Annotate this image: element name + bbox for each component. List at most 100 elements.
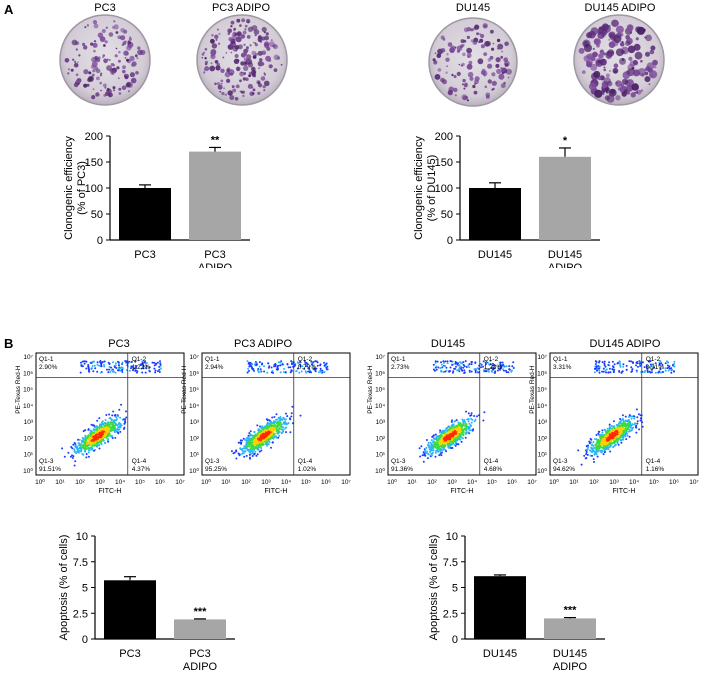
colony [96, 58, 101, 63]
quadrant-label: 3.31% [553, 364, 572, 371]
y-tick-label: 50 [441, 209, 453, 221]
colony [95, 92, 100, 97]
event-dot [592, 445, 595, 447]
colony [114, 54, 118, 58]
event-dot [593, 450, 596, 453]
event-dot [444, 444, 447, 447]
bar [174, 619, 226, 639]
event-dot [662, 371, 664, 373]
event-dot [117, 369, 119, 372]
event-dot [300, 370, 303, 373]
event-dot [454, 420, 457, 423]
colony [87, 77, 92, 83]
event-dot [598, 365, 601, 368]
event-dot [596, 455, 599, 458]
event-dot [608, 425, 611, 427]
x-axis-label: FITC-H [613, 488, 636, 495]
colony [137, 46, 141, 50]
colony [135, 71, 139, 75]
significance-mark: ** [211, 134, 220, 146]
event-dot [450, 421, 453, 423]
event-dot [599, 439, 602, 442]
event-dot [607, 371, 610, 374]
colony [115, 31, 119, 34]
colony [260, 76, 266, 81]
event-dot [253, 452, 256, 455]
event-dot [439, 445, 442, 448]
colony [226, 78, 231, 83]
colony [203, 51, 205, 54]
flow-plot-frame [35, 352, 185, 476]
event-dot [441, 439, 444, 442]
colony [221, 91, 225, 96]
event-dot [488, 363, 491, 366]
event-dot [121, 361, 124, 364]
event-dot [279, 416, 282, 418]
event-dot [109, 423, 112, 425]
colony [447, 42, 453, 47]
event-dot [283, 367, 285, 370]
event-dot [275, 422, 278, 425]
event-dot [267, 366, 270, 369]
colony [239, 24, 242, 27]
colony [454, 46, 457, 49]
event-dot [467, 364, 470, 367]
event-dot [154, 371, 157, 374]
quadrant-label: Q1-1 [39, 356, 54, 363]
event-dot [103, 363, 105, 366]
event-dot [451, 437, 454, 440]
quadrant-label: Q1-2 [646, 356, 661, 363]
event-dot [277, 361, 280, 364]
event-dot [116, 428, 118, 431]
colony [120, 28, 125, 33]
event-dot [274, 435, 277, 438]
colony [644, 36, 647, 39]
event-dot [637, 413, 640, 416]
y-tick-label: 10³ [376, 419, 386, 426]
event-dot [100, 426, 103, 429]
colony [234, 32, 238, 36]
event-dot [639, 365, 642, 367]
event-dot [470, 425, 472, 427]
colony [608, 52, 612, 57]
event-dot [454, 360, 457, 363]
event-dot [445, 450, 448, 453]
bar [189, 151, 241, 240]
colony [466, 47, 472, 54]
colony [621, 40, 624, 43]
event-dot [258, 438, 261, 441]
event-dot [296, 367, 299, 370]
colony [244, 24, 248, 28]
colony [467, 55, 470, 58]
event-dot [258, 428, 261, 431]
quadrant-label: Q1-3 [205, 458, 220, 465]
colony [485, 41, 491, 47]
colony [130, 63, 135, 67]
event-dot [264, 441, 267, 444]
event-dot [446, 434, 449, 437]
colony [67, 72, 70, 75]
event-dot [435, 368, 438, 371]
colony [586, 32, 593, 39]
event-dot [106, 424, 109, 427]
event-dot [631, 368, 634, 371]
y-tick-label: 10⁴ [23, 403, 33, 410]
colony [453, 75, 457, 78]
event-dot [618, 370, 621, 373]
colony [220, 82, 223, 85]
event-dot [635, 364, 638, 367]
colony [491, 47, 495, 51]
event-dot [159, 360, 161, 363]
colony [606, 83, 609, 86]
event-dot [282, 417, 285, 420]
event-dot [438, 431, 441, 434]
event-dot [480, 366, 483, 369]
event-dot [615, 427, 618, 430]
colony [495, 57, 501, 63]
event-dot [108, 433, 111, 436]
colony [112, 63, 116, 67]
event-dot [268, 365, 271, 368]
event-dot [242, 437, 245, 440]
event-dot [303, 367, 306, 370]
event-dot [467, 420, 470, 423]
